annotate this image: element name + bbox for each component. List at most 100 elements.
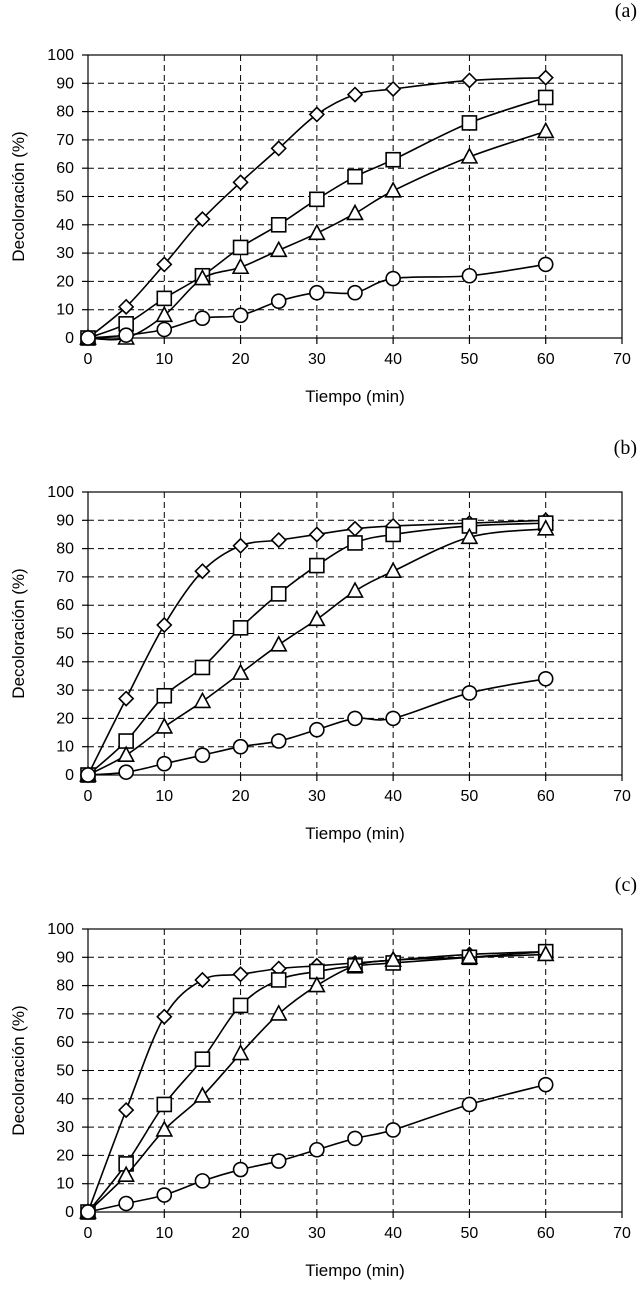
x-tick-label: 0 <box>84 1225 93 1242</box>
diamond-marker <box>118 298 135 316</box>
circle-marker <box>194 1173 211 1189</box>
x-tick-label: 10 <box>155 351 173 368</box>
y-tick-label: 90 <box>56 512 74 529</box>
panel-label: (a) <box>614 0 637 22</box>
circle-marker <box>80 1204 96 1220</box>
y-tick-label: 40 <box>56 217 74 234</box>
y-tick-label: 20 <box>56 273 74 290</box>
triangle-marker <box>536 944 555 962</box>
square-marker <box>537 89 554 106</box>
x-tick-label: 20 <box>232 351 250 368</box>
y-axis-title: Decoloración (%) <box>9 131 28 261</box>
y-tick-label: 90 <box>56 949 74 966</box>
circle-marker <box>537 256 554 273</box>
x-tick-label: 40 <box>384 788 402 805</box>
x-tick-label: 30 <box>308 788 326 805</box>
square-marker <box>270 217 287 233</box>
y-axis: 0 10 20 30 40 50 60 70 80 90 100 <box>47 47 88 347</box>
circle-marker <box>156 755 173 772</box>
diamond-marker <box>385 80 402 98</box>
chart-panel-b: (b) 0 10 20 30 40 50 60 70 80 90 100 0 10 20 30 40 50 60 7… <box>0 437 637 874</box>
x-tick-label: 60 <box>537 1225 555 1242</box>
triangle-marker <box>346 203 364 221</box>
square-marker <box>385 151 401 168</box>
triangle-marker <box>460 527 479 545</box>
triangle-marker <box>384 181 402 198</box>
x-tick-label: 50 <box>461 351 479 368</box>
triangle-marker <box>117 745 135 762</box>
diamond-marker <box>346 520 364 537</box>
square-marker <box>385 526 401 543</box>
y-tick-label: 60 <box>56 1034 74 1051</box>
y-tick-label: 30 <box>56 1119 74 1136</box>
diamond-marker <box>156 256 173 273</box>
y-tick-label: 10 <box>56 302 74 319</box>
triangle-marker <box>269 635 288 652</box>
circle-marker <box>270 733 287 749</box>
diamond-marker <box>308 106 325 123</box>
triangle-marker <box>231 1043 250 1061</box>
circle-marker <box>537 670 554 687</box>
x-tick-label: 10 <box>155 1225 173 1242</box>
x-tick-label: 60 <box>537 351 555 368</box>
square-marker <box>232 239 249 256</box>
triangle-marker <box>460 947 479 965</box>
y-axis-title: Decoloración (%) <box>9 568 28 698</box>
x-tick-label: 10 <box>155 788 173 805</box>
diamond-marker <box>156 616 173 634</box>
chart-b: 0 10 20 30 40 50 60 70 80 90 100 0 10 20 30 40 50 60 70 Tie… <box>9 484 631 843</box>
x-axis: 0 10 20 30 40 50 60 70 <box>84 338 631 368</box>
triangle-marker <box>384 950 402 967</box>
square-marker <box>270 972 287 988</box>
y-tick-label: 20 <box>56 710 74 727</box>
y-tick-label: 30 <box>56 682 74 699</box>
square-marker <box>232 620 249 636</box>
x-axis: 0 10 20 30 40 50 60 70 <box>84 775 631 805</box>
circle-marker <box>270 293 287 310</box>
circle-marker <box>156 1187 173 1203</box>
y-tick-label: 80 <box>56 541 74 558</box>
circle-marker <box>118 1195 134 1212</box>
circle-marker <box>270 1153 287 1169</box>
y-tick-label: 70 <box>56 569 74 586</box>
x-tick-label: 20 <box>232 788 250 805</box>
y-tick-label: 30 <box>56 245 74 262</box>
x-axis-title: Tiempo (min) <box>305 824 405 843</box>
x-axis-title: Tiempo (min) <box>305 1261 405 1280</box>
y-tick-label: 90 <box>56 75 74 92</box>
triangle-marker <box>193 1086 212 1103</box>
series-circle <box>80 256 554 346</box>
square-marker <box>156 290 173 307</box>
diamond-marker <box>232 537 249 554</box>
y-tick-label: 100 <box>47 47 74 64</box>
circle-marker <box>461 267 478 284</box>
circle-marker <box>156 321 173 338</box>
circle-marker <box>309 284 325 301</box>
y-tick-label: 80 <box>56 978 74 995</box>
circle-marker <box>118 327 134 343</box>
triangle-marker <box>308 609 326 627</box>
diamond-marker <box>270 140 287 157</box>
chart-a: 0 10 20 30 40 50 60 70 80 90 100 0 10 20 30 40 50 60 70 Tie… <box>9 47 631 406</box>
triangle-marker <box>193 268 212 286</box>
square-marker <box>232 997 249 1014</box>
y-tick-label: 10 <box>56 739 74 756</box>
circle-marker <box>118 764 134 780</box>
panel-label: (c) <box>614 874 637 896</box>
y-tick-label: 50 <box>56 626 74 643</box>
gridlines <box>88 491 622 775</box>
y-tick-label: 60 <box>56 597 74 614</box>
x-tick-label: 50 <box>461 788 479 805</box>
y-tick-label: 10 <box>56 1176 74 1193</box>
triangle-marker <box>460 147 479 164</box>
y-axis-title: Decoloración (%) <box>9 1005 28 1135</box>
y-axis: 0 10 20 30 40 50 60 70 80 90 100 <box>47 484 88 784</box>
triangle-marker <box>269 1004 288 1021</box>
y-tick-label: 20 <box>56 1147 74 1164</box>
circle-marker <box>461 1096 478 1113</box>
y-tick-label: 0 <box>65 1204 74 1221</box>
y-tick-label: 40 <box>56 1091 74 1108</box>
x-tick-label: 0 <box>84 788 93 805</box>
triangle-marker <box>231 663 250 680</box>
x-tick-label: 70 <box>613 351 631 368</box>
